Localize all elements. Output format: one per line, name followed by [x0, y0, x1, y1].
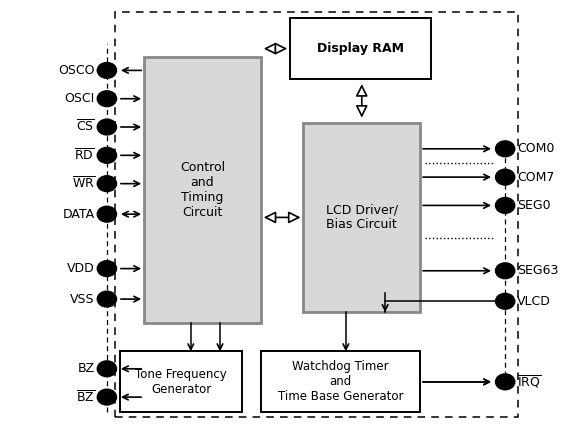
Text: Control
and
Timing
Circuit: Control and Timing Circuit — [180, 161, 225, 219]
Circle shape — [496, 198, 515, 213]
Text: Watchdog Timer
and
Time Base Generator: Watchdog Timer and Time Base Generator — [278, 361, 404, 403]
Circle shape — [97, 148, 116, 163]
FancyBboxPatch shape — [120, 351, 242, 413]
Text: Display RAM: Display RAM — [317, 42, 404, 55]
Text: VLCD: VLCD — [518, 295, 551, 308]
Circle shape — [496, 293, 515, 309]
FancyBboxPatch shape — [303, 123, 420, 312]
FancyBboxPatch shape — [290, 18, 431, 79]
Text: COM0: COM0 — [518, 142, 555, 155]
Text: VDD: VDD — [67, 262, 94, 275]
Circle shape — [97, 62, 116, 78]
Circle shape — [97, 291, 116, 307]
FancyBboxPatch shape — [144, 57, 261, 323]
Circle shape — [496, 169, 515, 185]
Text: LCD Driver/
Bias Circuit: LCD Driver/ Bias Circuit — [326, 203, 398, 232]
Text: Tone Frequency
Generator: Tone Frequency Generator — [135, 368, 227, 396]
Text: $\overline{\mathregular{IRQ}}$: $\overline{\mathregular{IRQ}}$ — [518, 374, 542, 390]
Circle shape — [97, 119, 116, 135]
Circle shape — [97, 206, 116, 222]
Text: $\overline{\mathregular{RD}}$: $\overline{\mathregular{RD}}$ — [74, 148, 94, 163]
Circle shape — [97, 389, 116, 405]
Circle shape — [496, 141, 515, 156]
Text: OSCO: OSCO — [58, 64, 94, 77]
Text: $\overline{\mathregular{CS}}$: $\overline{\mathregular{CS}}$ — [76, 119, 94, 135]
Circle shape — [496, 263, 515, 279]
Text: SEG0: SEG0 — [518, 199, 551, 212]
Text: BZ: BZ — [78, 362, 94, 375]
Text: COM7: COM7 — [518, 170, 555, 184]
Circle shape — [97, 91, 116, 107]
Circle shape — [97, 261, 116, 277]
Text: $\overline{\mathregular{WR}}$: $\overline{\mathregular{WR}}$ — [71, 176, 94, 191]
Text: DATA: DATA — [62, 208, 94, 221]
FancyBboxPatch shape — [261, 351, 420, 413]
Circle shape — [496, 374, 515, 390]
Text: VSS: VSS — [70, 293, 94, 305]
Text: SEG63: SEG63 — [518, 264, 559, 277]
Circle shape — [97, 176, 116, 191]
Text: OSCI: OSCI — [65, 92, 94, 105]
Circle shape — [97, 361, 116, 377]
Text: $\overline{\mathregular{BZ}}$: $\overline{\mathregular{BZ}}$ — [75, 389, 94, 405]
